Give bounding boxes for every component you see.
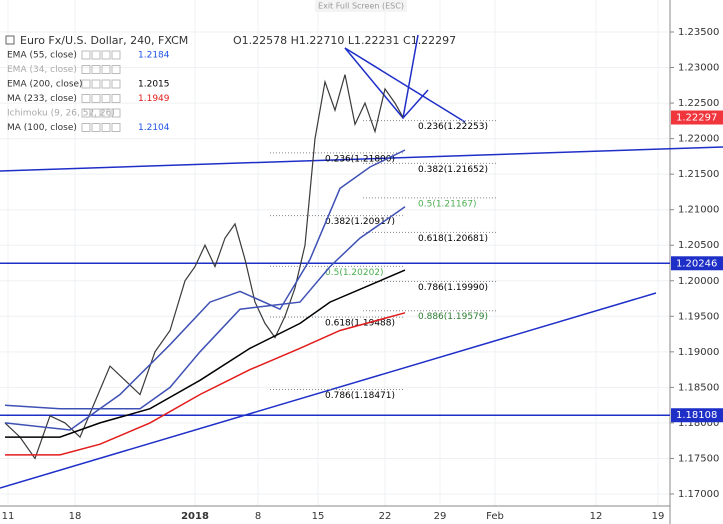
price-line	[4, 74, 404, 460]
indicator-button[interactable]	[111, 50, 121, 60]
y-tick-label: 1.21500	[678, 169, 719, 180]
indicator-button[interactable]	[111, 65, 121, 74]
indicator-line	[4, 149, 406, 431]
indicator-button[interactable]	[101, 79, 111, 89]
indicator-button[interactable]	[81, 79, 91, 89]
x-tick-label: 22	[379, 511, 392, 522]
y-tick-label: 1.23000	[678, 63, 719, 74]
indicator-button[interactable]	[101, 65, 111, 74]
indicator-name: MA (233, close)	[7, 94, 77, 104]
fib-label: 0.786(1.19990)	[418, 283, 488, 293]
price-label-box	[671, 110, 723, 125]
fib-label: 0.236(1.21800)	[325, 154, 395, 164]
x-tick-label: 15	[312, 511, 325, 522]
y-tick-label: 1.17500	[678, 453, 719, 464]
fib-label: 0.382(1.21652)	[418, 165, 488, 175]
breakout-arrow	[402, 34, 419, 119]
indicator-button[interactable]	[101, 94, 111, 103]
fib-label: 0.5(1.21167)	[418, 199, 477, 209]
indicator-name: EMA (200, close)	[7, 80, 83, 90]
indicator-name: MA (100, close)	[7, 123, 77, 133]
fib-label: 0.618(1.20681)	[418, 234, 488, 244]
fib-label: 0.786(1.18471)	[325, 391, 395, 401]
indicator-button[interactable]	[81, 94, 91, 103]
y-tick-label: 1.18000	[678, 418, 719, 429]
symbol-title: Euro Fx/U.S. Dollar, 240, FXCM	[20, 34, 188, 47]
y-tick-label: 1.20000	[678, 276, 719, 287]
indicator-button[interactable]	[91, 50, 101, 60]
fib-label: 0.5(1.20202)	[325, 268, 384, 278]
y-tick-label: 1.19000	[678, 347, 719, 358]
indicator-name: EMA (55, close)	[7, 51, 77, 61]
price-label: 1.22297	[676, 113, 717, 124]
indicator-button[interactable]	[91, 65, 101, 74]
indicator-button[interactable]	[81, 123, 91, 132]
indicator-value: 1.2104	[138, 123, 170, 133]
x-tick-label: Feb	[486, 511, 504, 522]
indicator-value: 1.2015	[138, 80, 170, 90]
indicator-button[interactable]	[91, 79, 101, 89]
y-tick-label: 1.19500	[678, 311, 719, 322]
collapse-icon[interactable]	[5, 35, 15, 45]
x-tick-label: 29	[434, 511, 447, 522]
indicator-value: 1.2184	[138, 51, 170, 61]
indicator-name: EMA (34, close)	[7, 65, 77, 75]
grid	[0, 0, 670, 506]
y-tick-label: 1.23500	[678, 27, 719, 38]
trendline	[0, 292, 657, 489]
y-tick-label: 1.22000	[678, 134, 719, 145]
drawings	[0, 34, 723, 489]
fib-label: 0.886(1.19579)	[418, 312, 488, 322]
indicator-button[interactable]	[111, 108, 121, 118]
indicator-button[interactable]	[101, 123, 111, 132]
fib-label: 0.382(1.20917)	[325, 217, 395, 227]
exit-fullscreen[interactable]	[315, 0, 407, 12]
y-tick-label: 1.17000	[678, 489, 719, 500]
x-tick-label: 11	[2, 511, 15, 522]
indicator-button[interactable]	[81, 65, 91, 74]
indicator-line	[4, 206, 406, 410]
price-label: 1.18108	[676, 410, 717, 421]
x-tick-label: 2018	[181, 511, 209, 522]
indicator-line	[5, 312, 406, 456]
y-tick-label: 1.18500	[678, 382, 719, 393]
indicator-button[interactable]	[91, 94, 101, 103]
indicator-button[interactable]	[111, 79, 121, 89]
price-label-box	[671, 256, 723, 271]
indicator-button[interactable]	[111, 94, 121, 103]
indicator-button[interactable]	[81, 50, 91, 60]
y-tick-label: 1.22500	[678, 98, 719, 109]
x-tick-label: 12	[590, 511, 603, 522]
indicator-button[interactable]	[111, 123, 121, 132]
x-tick-label: 8	[255, 511, 261, 522]
indicator-value: 1.1949	[138, 94, 170, 104]
indicator-button[interactable]	[101, 108, 111, 118]
trendline	[0, 146, 723, 172]
indicator-button[interactable]	[91, 123, 101, 132]
fib-label: 0.618(1.19488)	[325, 319, 395, 329]
indicator-name: Ichimoku (9, 26, 52, 26)	[7, 109, 115, 119]
triangle-edge	[344, 47, 466, 123]
x-tick-label: 18	[69, 511, 82, 522]
indicator-button[interactable]	[101, 50, 111, 60]
exit-fullscreen-label[interactable]: Exit Full Screen (ESC)	[318, 2, 404, 11]
price-label-box	[671, 408, 723, 423]
indicator-line	[5, 269, 406, 438]
y-tick-label: 1.20500	[678, 240, 719, 251]
indicator-button[interactable]	[91, 108, 101, 118]
price-label: 1.20246	[676, 258, 717, 269]
indicator-button[interactable]	[81, 108, 91, 118]
x-tick-label: 19	[652, 511, 665, 522]
fib-label: 0.236(1.22253)	[418, 122, 488, 132]
y-tick-label: 1.21000	[678, 205, 719, 216]
ohlc: O1.22578 H1.22710 L1.22231 C1.22297	[233, 34, 456, 47]
